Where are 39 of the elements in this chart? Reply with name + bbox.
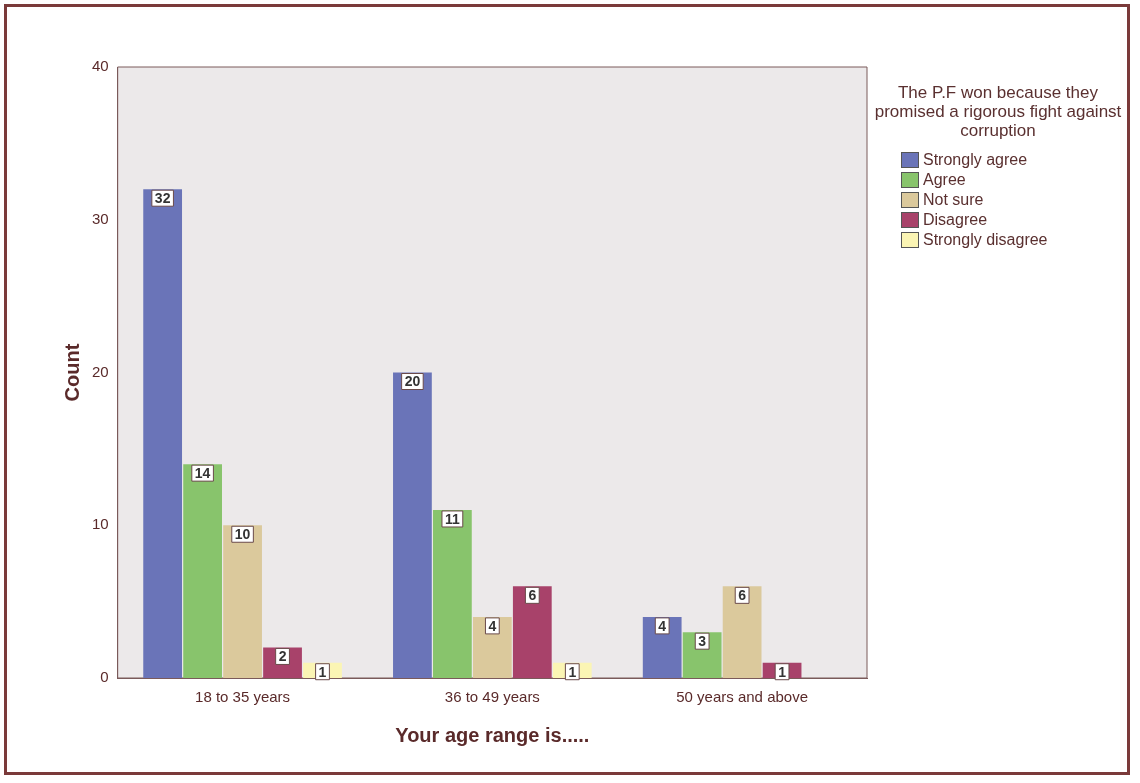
data-label: 6 [528,587,537,604]
data-label: 4 [658,617,667,634]
data-label: 1 [778,663,787,680]
x-tick-label: 18 to 35 years [195,688,291,706]
data-label: 3 [698,633,707,650]
bar [433,509,472,678]
data-label: 20 [404,373,421,390]
y-tick-label: 40 [92,57,109,75]
bar [143,189,183,678]
bar [183,464,222,678]
legend-label: Agree [923,171,966,189]
legend-label: Strongly disagree [923,231,1048,249]
legend-label: Disagree [923,211,988,229]
data-label: 4 [488,617,497,634]
y-axis-title: Count [60,343,83,402]
data-label: 1 [318,663,327,680]
bar [512,586,552,678]
y-tick-label: 30 [92,209,109,227]
legend-label: Strongly agree [923,151,1028,169]
data-label: 14 [194,465,211,482]
legend-label: Not sure [923,191,984,209]
legend-title: The P.F won because they promised a rigorous fight against corruption [873,83,1123,140]
x-axis-title: Your age range is..... [395,723,590,746]
data-label: 1 [568,663,577,680]
bar [472,616,512,678]
bar [642,616,682,678]
y-tick-label: 10 [92,515,109,533]
x-tick-label: 50 years and above [676,688,808,706]
bar [393,372,432,678]
data-label: 10 [234,526,251,543]
y-tick-label: 20 [92,362,109,380]
bar [223,525,262,678]
data-label: 2 [278,648,287,665]
bar [722,586,762,678]
y-tick-label: 0 [100,668,109,686]
data-label: 32 [154,190,171,207]
data-label: 6 [738,587,747,604]
x-tick-label: 36 to 49 years [444,688,540,706]
data-label: 11 [444,510,460,527]
